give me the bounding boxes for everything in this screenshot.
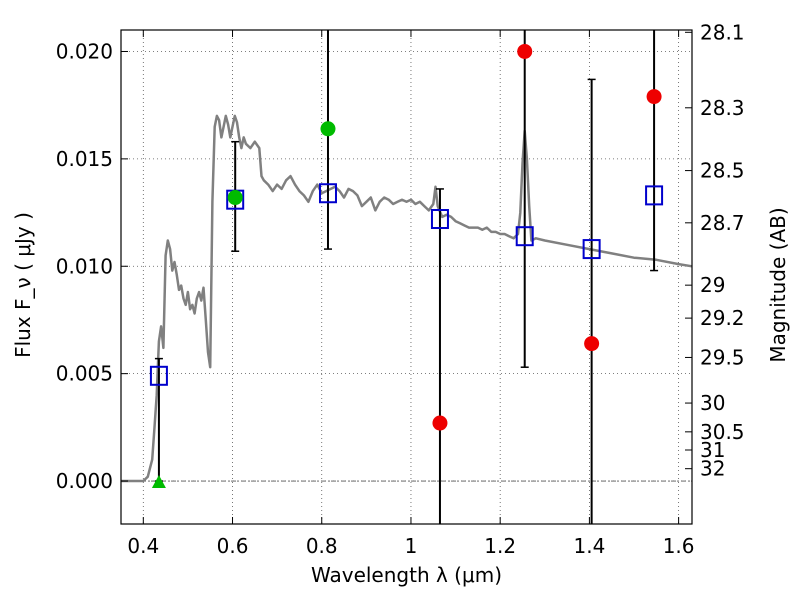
model-photometry-point xyxy=(149,365,168,386)
y-tick-label: 0.005 xyxy=(56,362,113,386)
x-axis-title: Wavelength λ (μm) xyxy=(311,563,502,587)
model-sed-line xyxy=(121,114,693,483)
axes: 0.4 0.6 0.8 1 1.2 1.4 1.6 0.000 0.005 0.010 0.015 0… xyxy=(56,20,745,558)
mag-tick-label: 31 xyxy=(700,438,725,462)
x-tick-label: 1.6 xyxy=(663,534,695,558)
model-photometry-point xyxy=(430,209,449,230)
plot-frame xyxy=(120,29,693,525)
mag-tick-label: 29.5 xyxy=(700,345,745,369)
x-tick-label: 0.6 xyxy=(217,534,249,558)
x-tick-label: 0.4 xyxy=(127,534,159,558)
plot-area xyxy=(121,30,693,524)
mag-tick-label: 32 xyxy=(700,457,725,481)
mag-tick-label: 28.3 xyxy=(700,96,745,120)
model-photometry-point xyxy=(515,226,534,247)
detection-point xyxy=(227,190,243,206)
x-tick-label: 1.2 xyxy=(484,534,516,558)
model-photometry-point xyxy=(318,183,337,204)
y-tick-label: 0.015 xyxy=(56,147,113,171)
x-tick-label: 1.4 xyxy=(573,534,605,558)
mag-tick-label: 29 xyxy=(700,273,725,297)
x-tick-label: 1 xyxy=(405,534,418,558)
y-tick-label: 0.010 xyxy=(56,254,113,278)
detection-point xyxy=(320,121,336,137)
mag-tick-label: 28.1 xyxy=(700,20,745,44)
mag-tick-label: 28.5 xyxy=(700,159,745,183)
non-detection-point xyxy=(517,43,533,59)
mag-tick-label: 30.5 xyxy=(700,420,745,444)
y-tick-label: 0.000 xyxy=(56,469,113,493)
x-tick-label: 0.8 xyxy=(306,534,338,558)
upper-limit-marker xyxy=(151,475,166,489)
y-tick-label: 0.020 xyxy=(56,39,113,63)
mag-tick-label: 29.2 xyxy=(700,306,745,330)
mag-tick-label: 30 xyxy=(700,391,725,415)
model-photometry-point xyxy=(645,185,664,206)
non-detection-point xyxy=(584,336,600,352)
y-axis-right-title: Magnitude (AB) xyxy=(766,207,790,362)
non-detection-point xyxy=(646,89,662,105)
grid xyxy=(121,30,692,524)
y-axis-title: Flux F_ν ( μJy ) xyxy=(11,212,35,358)
model-photometry-point xyxy=(582,239,601,260)
non-detection-point xyxy=(432,415,448,431)
mag-tick-label: 28.7 xyxy=(700,211,745,235)
